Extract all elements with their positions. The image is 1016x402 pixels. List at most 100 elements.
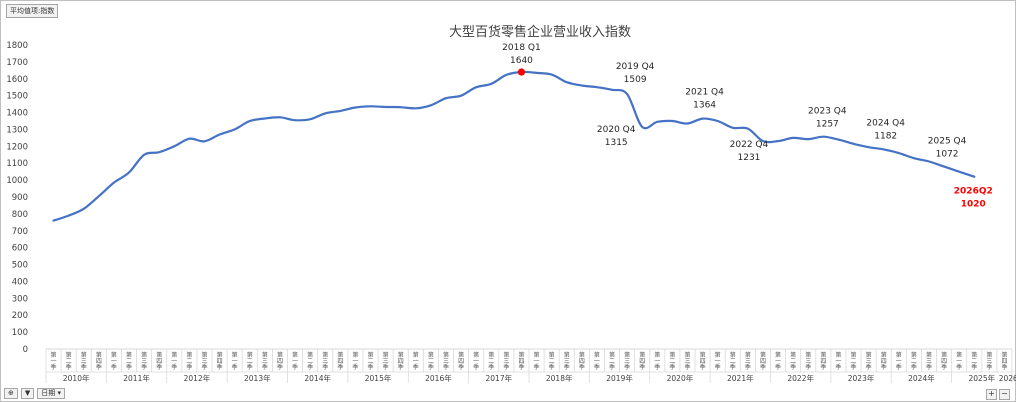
x-quarter-label: 第四季 <box>760 351 766 371</box>
x-quarter-label: 第四季 <box>277 351 283 371</box>
x-quarter-label: 第一季 <box>232 351 238 371</box>
x-quarter-label: 第二季 <box>851 351 857 371</box>
x-year-label: 2026年 <box>999 373 1016 383</box>
x-quarter-label: 第三季 <box>201 351 207 371</box>
x-quarter-label: 第二季 <box>730 351 736 371</box>
x-quarter-label: 第三季 <box>262 351 268 371</box>
x-quarter-label: 第四季 <box>941 351 947 371</box>
data-label-value: 1509 <box>624 75 647 85</box>
x-quarter-label: 第二季 <box>428 351 434 371</box>
x-quarter-label: 第四季 <box>217 351 223 371</box>
y-tick-label: 1400 <box>6 109 28 119</box>
x-quarter-label: 第三季 <box>81 351 87 371</box>
x-quarter-label: 第一季 <box>594 351 600 371</box>
x-quarter-label: 第四季 <box>579 351 585 371</box>
data-label-period: 2018 Q1 <box>502 43 541 53</box>
x-quarter-label: 第一季 <box>292 351 298 371</box>
zoom-in-button[interactable]: + <box>986 389 997 400</box>
x-quarter-label: 第一季 <box>171 351 177 371</box>
x-quarter-label: 第四季 <box>458 351 464 371</box>
data-label-value: 1315 <box>605 138 628 148</box>
x-quarter-label: 第二季 <box>186 351 192 371</box>
data-label-value: 1257 <box>816 120 839 130</box>
x-axis: 第一季 第二季 第三季 第四季 第一季 第二季 第三季 第四季 第一季 第二季 第三季 第四季 第一季 第… <box>45 348 1016 383</box>
x-year-label: 2020年 <box>667 373 694 383</box>
x-quarter-label: 第三季 <box>624 351 630 371</box>
x-quarter-label: 第一季 <box>896 351 902 371</box>
x-quarter-label: 第四季 <box>96 351 102 371</box>
zoom-out-button[interactable]: − <box>999 389 1010 400</box>
data-label-period: 2026Q2 <box>954 187 993 197</box>
x-quarter-label: 第二季 <box>307 351 313 371</box>
data-label-period: 2024 Q4 <box>866 118 905 128</box>
x-quarter-label: 第一季 <box>654 351 660 371</box>
y-tick-label: 1500 <box>6 92 28 102</box>
data-label-period: 2020 Q4 <box>597 125 636 135</box>
x-quarter-label: 第四季 <box>820 351 826 371</box>
x-year-label: 2023年 <box>848 373 875 383</box>
x-quarter-label: 第三季 <box>443 351 449 371</box>
x-year-label: 2016年 <box>425 373 452 383</box>
x-quarter-label: 第一季 <box>775 351 781 371</box>
data-label-period: 2023 Q4 <box>808 107 847 117</box>
x-year-label: 2015年 <box>365 373 392 383</box>
chevron-down-icon: ▾ <box>57 389 62 397</box>
x-quarter-label: 第四季 <box>1001 351 1007 371</box>
y-tick-label: 1000 <box>6 176 28 186</box>
data-label-value: 1364 <box>693 101 716 111</box>
y-axis: 0 100 200 300 400 500 600 700 800 900 1000 1100 1200… <box>6 41 28 355</box>
data-label-period: 2025 Q4 <box>928 137 967 147</box>
date-filter-label: 日期 <box>41 389 56 397</box>
bottom-bar: ⊕ ▼ 日期 ▾ <box>4 388 66 399</box>
x-quarter-label: 第一季 <box>715 351 721 371</box>
y-tick-label: 600 <box>12 244 28 254</box>
x-quarter-label: 第二季 <box>66 351 72 371</box>
x-quarter-label: 第二季 <box>790 351 796 371</box>
chart-title: 大型百货零售企业营业收入指数 <box>449 24 631 40</box>
x-year-label: 2017年 <box>486 373 513 383</box>
series-line <box>52 70 976 222</box>
x-quarter-label: 第四季 <box>156 351 162 371</box>
annotations: 2018 Q1 1640 2019 Q4 1509 2020 Q4 1315 2021 Q4… <box>502 43 993 210</box>
x-year-label: 2011年 <box>123 373 150 383</box>
expand-icon[interactable]: ⊕ <box>4 388 18 399</box>
x-quarter-label: 第三季 <box>986 351 992 371</box>
x-quarter-label: 第三季 <box>866 351 872 371</box>
x-quarter-label: 第四季 <box>518 351 524 371</box>
data-label-value: 1640 <box>510 56 533 66</box>
x-quarter-label: 第三季 <box>926 351 932 371</box>
x-quarter-label: 第一季 <box>51 351 57 371</box>
data-label-period: 2021 Q4 <box>685 88 724 98</box>
x-quarter-label: 第三季 <box>383 351 389 371</box>
data-label-period: 2019 Q4 <box>616 62 655 72</box>
x-year-label: 2019年 <box>606 373 633 383</box>
x-year-label: 2014年 <box>304 373 331 383</box>
data-label-value: 1182 <box>874 131 897 141</box>
x-quarter-label: 第一季 <box>111 351 117 371</box>
date-filter-button[interactable]: 日期 ▾ <box>37 388 66 399</box>
x-quarter-label: 第一季 <box>534 351 540 371</box>
data-label-value: 1072 <box>936 150 959 160</box>
x-quarter-label: 第二季 <box>126 351 132 371</box>
x-quarter-label: 第三季 <box>322 351 328 371</box>
y-tick-label: 0 <box>23 345 28 355</box>
x-year-label: 2024年 <box>908 373 935 383</box>
x-quarter-label: 第四季 <box>881 351 887 371</box>
filter-icon[interactable]: ▼ <box>20 388 35 399</box>
x-year-label: 2022年 <box>787 373 814 383</box>
value-field-button[interactable]: 平均值项:指数 <box>6 4 59 18</box>
data-label-period: 2022 Q4 <box>730 140 769 150</box>
x-quarter-label: 第二季 <box>609 351 615 371</box>
x-quarter-label: 第二季 <box>971 351 977 371</box>
x-quarter-label: 第四季 <box>337 351 343 371</box>
x-quarter-label: 第一季 <box>956 351 962 371</box>
x-quarter-label: 第四季 <box>398 351 404 371</box>
y-tick-label: 1800 <box>6 41 28 51</box>
y-tick-label: 1600 <box>6 75 28 85</box>
x-quarter-label: 第三季 <box>503 351 509 371</box>
y-tick-label: 1100 <box>6 159 28 169</box>
x-quarter-label: 第三季 <box>141 351 147 371</box>
x-quarter-label: 第四季 <box>700 351 706 371</box>
y-tick-label: 900 <box>12 193 28 203</box>
y-tick-label: 200 <box>12 311 28 321</box>
